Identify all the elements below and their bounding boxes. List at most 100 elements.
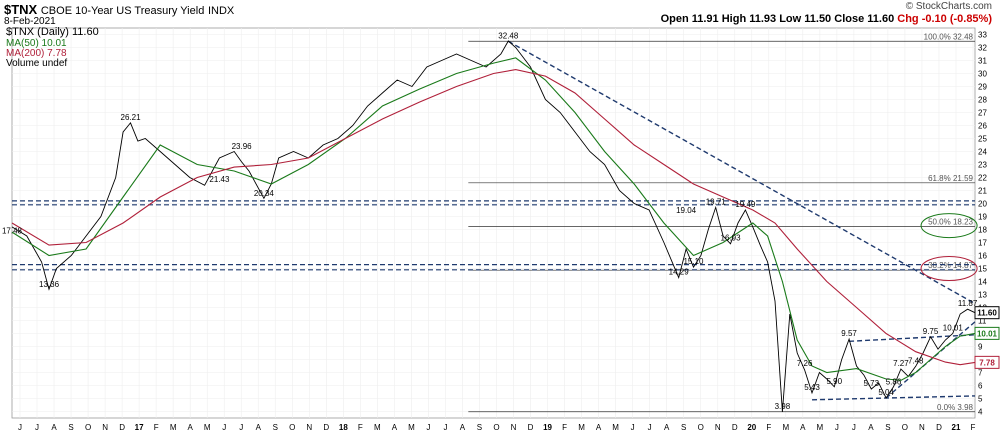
x-tick-label: S: [273, 423, 278, 432]
value-annotation: 21.43: [209, 175, 230, 184]
x-tick-label: S: [477, 423, 482, 432]
x-tick-label: J: [835, 423, 839, 432]
x-tick-label: N: [919, 423, 925, 432]
close-value: Close 11.60: [834, 13, 895, 25]
y-tick-label: 26: [978, 122, 987, 131]
value-annotation: 11.87: [958, 299, 978, 308]
price-tag-box: [974, 306, 1000, 320]
x-tick-label: A: [460, 423, 466, 432]
x-tick-label: N: [511, 423, 517, 432]
legend-main: $TNX (Daily) 11.60: [6, 26, 99, 38]
x-tick-label: D: [119, 423, 125, 432]
x-tick-label: M: [782, 423, 789, 432]
x-tick-label: A: [392, 423, 398, 432]
x-tick-label: A: [596, 423, 602, 432]
x-tick-label: O: [698, 423, 704, 432]
value-annotation: 7.48: [908, 356, 924, 365]
price-tag-label: 10.01: [977, 329, 998, 338]
y-axis: 4567891011121314151617181920212223242526…: [974, 31, 1000, 417]
y-tick-label: 30: [978, 70, 987, 79]
value-annotation: 5.90: [826, 377, 842, 386]
y-tick-label: 17: [978, 239, 987, 248]
y-tick-label: 22: [978, 174, 987, 183]
value-annotation: 19.71: [706, 197, 727, 206]
annotation-layer: 17.48 13.36 26.21 23.96 21.43 20.34 32.48 19.04…: [2, 31, 978, 411]
series-price: [11, 40, 976, 412]
price-tag-box: [974, 326, 1000, 340]
y-tick-label: 20: [978, 200, 987, 209]
x-tick-label: M: [408, 423, 415, 432]
value-annotation: 3.98: [775, 402, 791, 411]
x-tick-label: M: [204, 423, 211, 432]
trendline-upper-channel: [849, 334, 976, 342]
x-tick-label: J: [852, 423, 856, 432]
value-annotation: 26.21: [121, 113, 142, 122]
fib-level-label: 0.0% 3.98: [937, 403, 974, 412]
brand-logo: © StockCharts.com: [905, 1, 992, 12]
fib-level-label: 100.0% 32.48: [924, 32, 974, 41]
x-tick-label: J: [222, 423, 226, 432]
x-tick-label: S: [885, 423, 890, 432]
x-tick-label: N: [306, 423, 312, 432]
x-tick-label: A: [256, 423, 262, 432]
y-tick-label: 31: [978, 57, 987, 66]
price-tag-label: 7.78: [979, 358, 995, 367]
x-tick-label: D: [732, 423, 738, 432]
exchange: INDX: [207, 5, 235, 17]
x-tick-label: 21: [952, 423, 961, 432]
x-tick-label: J: [426, 423, 430, 432]
value-annotation: 10.01: [943, 323, 964, 332]
value-annotation: 7.26: [797, 359, 813, 368]
value-annotation: 5.04: [878, 388, 894, 397]
low-value: Low 11.50: [779, 13, 832, 25]
instrument-name: CBOE 10-Year US Treasury Yield: [40, 5, 205, 17]
value-annotation: 16.93: [721, 233, 742, 242]
fib-level-label: 50.0% 18.23: [928, 218, 973, 227]
y-tick-label: 9: [978, 343, 983, 352]
chart-date: 8-Feb-2021: [4, 16, 56, 27]
y-tick-label: 19: [978, 213, 987, 222]
highlight-ellipse-38pct: [920, 256, 978, 281]
series-ma-200-: [11, 69, 976, 366]
y-tick-label: 24: [978, 148, 987, 157]
x-tick-label: A: [800, 423, 806, 432]
x-tick-label: F: [358, 423, 363, 432]
y-tick-label: 13: [978, 291, 987, 300]
value-annotation: 5.43: [804, 383, 820, 392]
y-tick-label: 4: [978, 408, 983, 417]
x-tick-label: O: [493, 423, 499, 432]
price-tag-box: [974, 355, 1000, 369]
value-annotation: 9.75: [923, 327, 939, 336]
y-tick-label: 21: [978, 187, 987, 196]
x-tick-label: A: [188, 423, 194, 432]
x-tick-label: O: [902, 423, 908, 432]
x-tick-label: M: [612, 423, 619, 432]
value-annotation: 15.10: [683, 257, 704, 266]
x-tick-label: J: [35, 423, 39, 432]
x-tick-label: F: [562, 423, 567, 432]
x-tick-label: D: [528, 423, 534, 432]
x-tick-label: M: [170, 423, 177, 432]
x-tick-label: N: [715, 423, 721, 432]
y-tick-label: 33: [978, 31, 987, 40]
value-annotation: 19.04: [676, 206, 697, 215]
y-tick-label: 14: [978, 278, 987, 287]
y-tick-label: 28: [978, 96, 987, 105]
x-tick-label: J: [18, 423, 22, 432]
value-annotation: 7.27: [893, 359, 909, 368]
x-tick-label: 18: [339, 423, 348, 432]
x-tick-label: A: [51, 423, 57, 432]
open-value: Open 11.91: [660, 13, 719, 25]
x-tick-label: J: [631, 423, 635, 432]
x-tick-label: S: [68, 423, 73, 432]
y-tick-label: 7: [978, 369, 983, 378]
fib-level-label: 61.8% 21.59: [928, 174, 973, 183]
y-tick-label: 32: [978, 44, 987, 53]
value-annotation: 20.34: [254, 189, 275, 198]
value-annotation: 19.49: [735, 200, 756, 209]
value-annotation: 23.96: [232, 142, 253, 151]
value-annotation: 5.73: [864, 379, 880, 388]
y-tick-label: 29: [978, 83, 987, 92]
high-value: High 11.93: [721, 13, 777, 25]
